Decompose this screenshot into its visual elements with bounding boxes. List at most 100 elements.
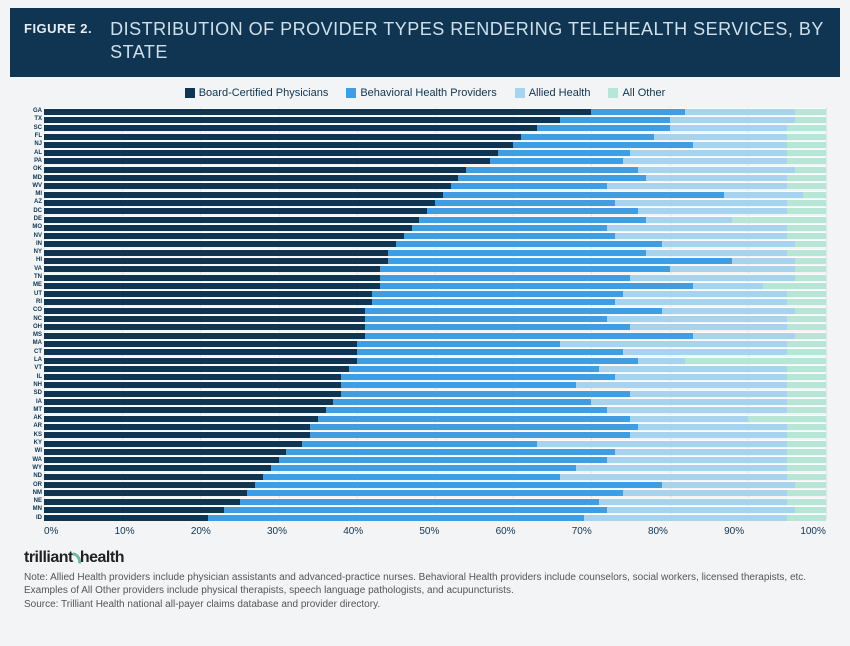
bar-segment-allied: [630, 324, 786, 330]
bar-segment-bcp: [44, 333, 365, 339]
bar-segment-allied: [576, 382, 787, 388]
stacked-bar: [44, 282, 826, 289]
bar-segment-allied: [630, 432, 786, 438]
bar-row: IN: [44, 240, 826, 248]
bar-segment-other: [787, 175, 826, 181]
bar-segment-bhp: [513, 142, 693, 148]
state-label: DC: [20, 208, 42, 214]
bar-row: MT: [44, 406, 826, 414]
bar-segment-bcp: [44, 490, 247, 496]
bar-row: TN: [44, 273, 826, 281]
legend-swatch: [608, 88, 618, 98]
legend-label: Behavioral Health Providers: [360, 87, 496, 99]
footer-source: Source: Trilliant Health national all-pa…: [24, 598, 826, 612]
bar-segment-allied: [560, 341, 787, 347]
stacked-bar: [44, 232, 826, 239]
bar-segment-bhp: [380, 266, 669, 272]
bar-segment-bhp: [357, 341, 560, 347]
state-label: OH: [20, 324, 42, 330]
state-label: IL: [20, 374, 42, 380]
bar-segment-other: [787, 341, 826, 347]
bar-segment-bhp: [333, 399, 591, 405]
bar-segment-other: [685, 358, 826, 364]
legend-label: Allied Health: [529, 87, 591, 99]
stacked-bar: [44, 116, 826, 123]
bar-segment-allied: [623, 349, 787, 355]
bar-segment-bhp: [435, 200, 615, 206]
bar-segment-allied: [560, 474, 787, 480]
bar-row: NV: [44, 231, 826, 239]
stacked-bar: [44, 440, 826, 447]
state-label: IN: [20, 241, 42, 247]
bar-row: WY: [44, 464, 826, 472]
bar-segment-other: [787, 316, 826, 322]
bar-segment-bcp: [44, 250, 388, 256]
bar-segment-other: [795, 109, 826, 115]
bar-segment-bcp: [44, 233, 404, 239]
bar-segment-other: [787, 391, 826, 397]
bar-segment-bcp: [44, 158, 490, 164]
bar-segment-allied: [685, 109, 794, 115]
bar-segment-bcp: [44, 391, 341, 397]
bar-segment-other: [787, 399, 826, 405]
bar-row: VT: [44, 364, 826, 372]
state-label: TN: [20, 274, 42, 280]
bar-segment-bhp: [318, 416, 631, 422]
bar-segment-bcp: [44, 407, 326, 413]
bar-segment-other: [795, 117, 826, 123]
bar-row: AR: [44, 422, 826, 430]
state-label: MD: [20, 175, 42, 181]
bar-segment-allied: [638, 208, 787, 214]
stacked-bar: [44, 182, 826, 189]
state-label: WV: [20, 183, 42, 189]
bar-segment-other: [795, 507, 826, 513]
bar-segment-allied: [599, 366, 787, 372]
stacked-bar: [44, 498, 826, 505]
bar-segment-bhp: [537, 125, 670, 131]
bar-segment-bcp: [44, 150, 498, 156]
x-tick-label: 70%: [572, 526, 592, 537]
bar-segment-other: [787, 465, 826, 471]
bar-segment-other: [787, 490, 826, 496]
bar-segment-bcp: [44, 324, 365, 330]
bar-row: AL: [44, 148, 826, 156]
bar-segment-allied: [646, 250, 787, 256]
state-label: NV: [20, 233, 42, 239]
bar-segment-other: [787, 299, 826, 305]
bar-segment-bhp: [396, 241, 662, 247]
state-label: WY: [20, 465, 42, 471]
bar-segment-bcp: [44, 125, 537, 131]
bar-segment-other: [787, 142, 826, 148]
bar-segment-allied: [599, 499, 787, 505]
bar-segment-bhp: [263, 474, 560, 480]
stacked-bar: [44, 249, 826, 256]
bar-segment-bcp: [44, 474, 263, 480]
bar-segment-bhp: [443, 192, 725, 198]
stacked-bar: [44, 174, 826, 181]
bar-row: SC: [44, 124, 826, 132]
bar-segment-bhp: [560, 117, 669, 123]
bar-segment-other: [803, 192, 826, 198]
state-label: MS: [20, 332, 42, 338]
bar-segment-other: [787, 183, 826, 189]
bar-segment-other: [787, 233, 826, 239]
bar-segment-allied: [646, 217, 732, 223]
bar-segment-allied: [662, 308, 795, 314]
stacked-bar: [44, 323, 826, 330]
state-label: GA: [20, 108, 42, 114]
bar-segment-bcp: [44, 341, 357, 347]
bar-segment-other: [795, 308, 826, 314]
bar-row: WA: [44, 455, 826, 463]
bar-segment-other: [787, 134, 826, 140]
bar-segment-bcp: [44, 465, 271, 471]
bar-segment-bcp: [44, 299, 372, 305]
bar-row: HI: [44, 256, 826, 264]
bar-segment-allied: [615, 233, 787, 239]
bar-segment-allied: [607, 407, 787, 413]
stacked-bar: [44, 423, 826, 430]
state-label: KY: [20, 440, 42, 446]
stacked-bar: [44, 257, 826, 264]
bar-row: PA: [44, 157, 826, 165]
bar-row: NH: [44, 381, 826, 389]
bar-row: VA: [44, 265, 826, 273]
